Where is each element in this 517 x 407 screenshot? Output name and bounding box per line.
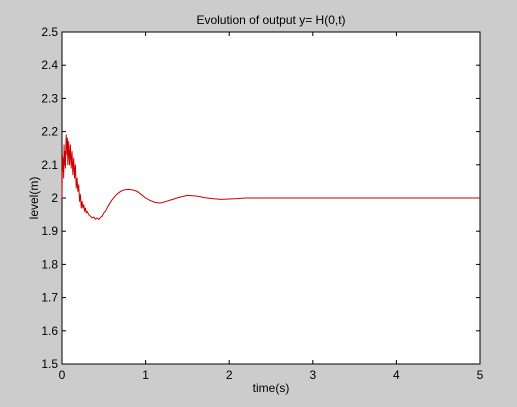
x-axis-label: time(s) (253, 381, 290, 395)
y-tick-label: 2.1 (41, 158, 58, 172)
axes-layer: 0 1 2 3 4 5 1.5 1.6 1.7 1.8 1.9 2 2.1 2.2 2.3 2.4 2.5 (41, 25, 483, 382)
y-tick-label: 1.5 (41, 357, 58, 371)
y-tick-label: 2.5 (41, 25, 58, 39)
y-tick-label: 2 (51, 191, 58, 205)
y-tick-label: 1.8 (41, 257, 58, 271)
x-tick-label: 0 (59, 368, 66, 382)
y-tick-label: 1.9 (41, 224, 58, 238)
x-tick-label: 2 (226, 368, 233, 382)
chart-title: Evolution of output y= H(0,t) (196, 13, 345, 27)
x-tick-label: 5 (477, 368, 484, 382)
y-tick-label: 2.2 (41, 125, 58, 139)
x-tick-label: 3 (309, 368, 316, 382)
x-tick-label: 4 (393, 368, 400, 382)
y-tick-label: 2.4 (41, 58, 58, 72)
y-tick-label: 2.3 (41, 91, 58, 105)
x-tick-label: 1 (142, 368, 149, 382)
series-line-0 (61, 134, 480, 221)
series-layer (61, 134, 480, 221)
y-axis-label: level(m) (27, 177, 41, 220)
y-tick-label: 1.7 (41, 291, 58, 305)
y-tick-label: 1.6 (41, 324, 58, 338)
